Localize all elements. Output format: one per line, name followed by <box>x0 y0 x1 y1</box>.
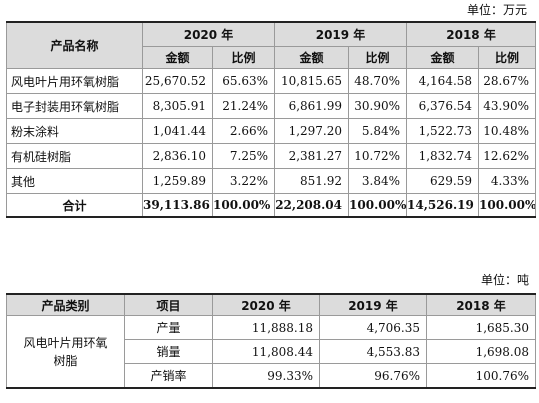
product-category-header: 产品类别 <box>6 293 125 316</box>
total-ratio-2018-cell: 100.00% <box>478 193 537 218</box>
amount-2020-cell: 2,836.10 <box>142 143 213 169</box>
ratio-2020-cell: 21.24% <box>211 93 276 119</box>
amount-2019-cell: 10,815.65 <box>274 68 350 94</box>
year-header-2019: 2019 年 <box>274 21 408 47</box>
value-2020-cell: 11,808.44 <box>212 339 320 364</box>
amount-2019-cell: 2,381.27 <box>274 143 350 169</box>
year-header-2020: 2020 年 <box>212 293 320 316</box>
amount-2019-cell: 1,297.20 <box>274 118 350 144</box>
total-label-cell: 合计 <box>6 193 143 218</box>
item-cell: 销量 <box>124 339 213 364</box>
amount-header: 金额 <box>406 46 480 69</box>
ratio-2020-cell: 7.25% <box>211 143 276 169</box>
ratio-2018-cell: 4.33% <box>478 168 537 194</box>
value-2018-cell: 100.76% <box>426 363 536 389</box>
amount-2018-cell: 629.59 <box>406 168 480 194</box>
year-header-2018: 2018 年 <box>426 293 536 316</box>
table-row: 粉末涂料 1,041.44 2.66% 1,297.20 5.84% 1,522… <box>6 118 537 144</box>
value-2019-cell: 4,706.35 <box>319 315 427 340</box>
product-name-cell: 电子封装用环氧树脂 <box>6 93 143 119</box>
product-name-cell: 有机硅树脂 <box>6 143 143 169</box>
ratio-header: 比例 <box>478 46 537 69</box>
amount-2018-cell: 1,832.74 <box>406 143 480 169</box>
table2-unit-label: 单位：吨 <box>480 273 529 287</box>
product-category-cell: 风电叶片用环氧树脂 <box>6 315 125 389</box>
amount-2020-cell: 25,670.52 <box>142 68 213 94</box>
production-sales-table: 产品类别 项目 2020 年 2019 年 2018 年 风电叶片用环氧树脂 产… <box>6 293 536 389</box>
table-row: 销量 11,808.44 4,553.83 1,698.08 <box>7 339 536 364</box>
total-ratio-2019-cell: 100.00% <box>348 193 408 218</box>
ratio-2020-cell: 3.22% <box>211 168 276 194</box>
ratio-header: 比例 <box>348 46 408 69</box>
ratio-2018-cell: 12.62% <box>478 143 537 169</box>
ratio-2019-cell: 10.72% <box>348 143 408 169</box>
amount-2019-cell: 6,861.99 <box>274 93 350 119</box>
amount-2020-cell: 8,305.91 <box>142 93 213 119</box>
value-2018-cell: 1,698.08 <box>426 339 536 364</box>
product-name-cell: 其他 <box>6 168 143 194</box>
year-header-2019: 2019 年 <box>319 293 427 316</box>
table-row: 其他 1,259.89 3.22% 851.92 3.84% 629.59 4.… <box>6 168 537 194</box>
ratio-2018-cell: 43.90% <box>478 93 537 119</box>
value-2019-cell: 4,553.83 <box>319 339 427 364</box>
table-row: 风电叶片用环氧树脂 产量 11,888.18 4,706.35 1,685.30 <box>6 315 536 389</box>
year-header-2018: 2018 年 <box>406 21 537 47</box>
value-2018-cell: 1,685.30 <box>426 315 536 340</box>
ratio-2019-cell: 30.90% <box>348 93 408 119</box>
value-2020-cell: 99.33% <box>212 363 320 389</box>
product-name-cell: 风电叶片用环氧树脂 <box>6 68 143 94</box>
table-row: 有机硅树脂 2,836.10 7.25% 2,381.27 10.72% 1,8… <box>6 143 537 169</box>
revenue-by-product-table: 产品名称 2020 年 2019 年 2018 年 金额 比例 金额 比例 金额… <box>6 21 537 218</box>
value-2019-cell: 96.76% <box>319 363 427 389</box>
year-header-2020: 2020 年 <box>141 21 276 47</box>
table1-unit-label: 单位：万元 <box>466 3 527 17</box>
product-name-cell: 粉末涂料 <box>6 118 143 144</box>
total-row: 合计 39,113.86 100.00% 22,208.04 100.00% 1… <box>6 193 537 218</box>
amount-2018-cell: 6,376.54 <box>406 93 480 119</box>
item-cell: 产量 <box>124 315 213 340</box>
amount-2018-cell: 1,522.73 <box>406 118 480 144</box>
amount-header: 金额 <box>142 46 213 69</box>
table-row: 产销率 99.33% 96.76% 100.76% <box>7 363 536 389</box>
amount-2020-cell: 1,259.89 <box>142 168 213 194</box>
amount-header: 金额 <box>274 46 350 69</box>
item-cell: 产销率 <box>124 363 213 389</box>
ratio-2018-cell: 28.67% <box>478 68 537 94</box>
table-row: 电子封装用环氧树脂 8,305.91 21.24% 6,861.99 30.90… <box>6 93 537 119</box>
ratio-2019-cell: 3.84% <box>348 168 408 194</box>
table-row: 风电叶片用环氧树脂 25,670.52 65.63% 10,815.65 48.… <box>6 68 537 94</box>
total-amount-2019-cell: 22,208.04 <box>274 193 350 218</box>
product-name-header: 产品名称 <box>6 21 143 69</box>
ratio-2020-cell: 2.66% <box>211 118 276 144</box>
ratio-2018-cell: 10.48% <box>478 118 537 144</box>
ratio-2019-cell: 48.70% <box>348 68 408 94</box>
ratio-header: 比例 <box>211 46 276 69</box>
amount-2020-cell: 1,041.44 <box>142 118 213 144</box>
total-amount-2020-cell: 39,113.86 <box>142 193 213 218</box>
amount-2019-cell: 851.92 <box>274 168 350 194</box>
total-ratio-2020-cell: 100.00% <box>211 193 276 218</box>
amount-2018-cell: 4,164.58 <box>406 68 480 94</box>
value-2020-cell: 11,888.18 <box>212 315 320 340</box>
ratio-2019-cell: 5.84% <box>348 118 408 144</box>
ratio-2020-cell: 65.63% <box>211 68 276 94</box>
item-header: 项目 <box>124 293 213 316</box>
total-amount-2018-cell: 14,526.19 <box>406 193 480 218</box>
